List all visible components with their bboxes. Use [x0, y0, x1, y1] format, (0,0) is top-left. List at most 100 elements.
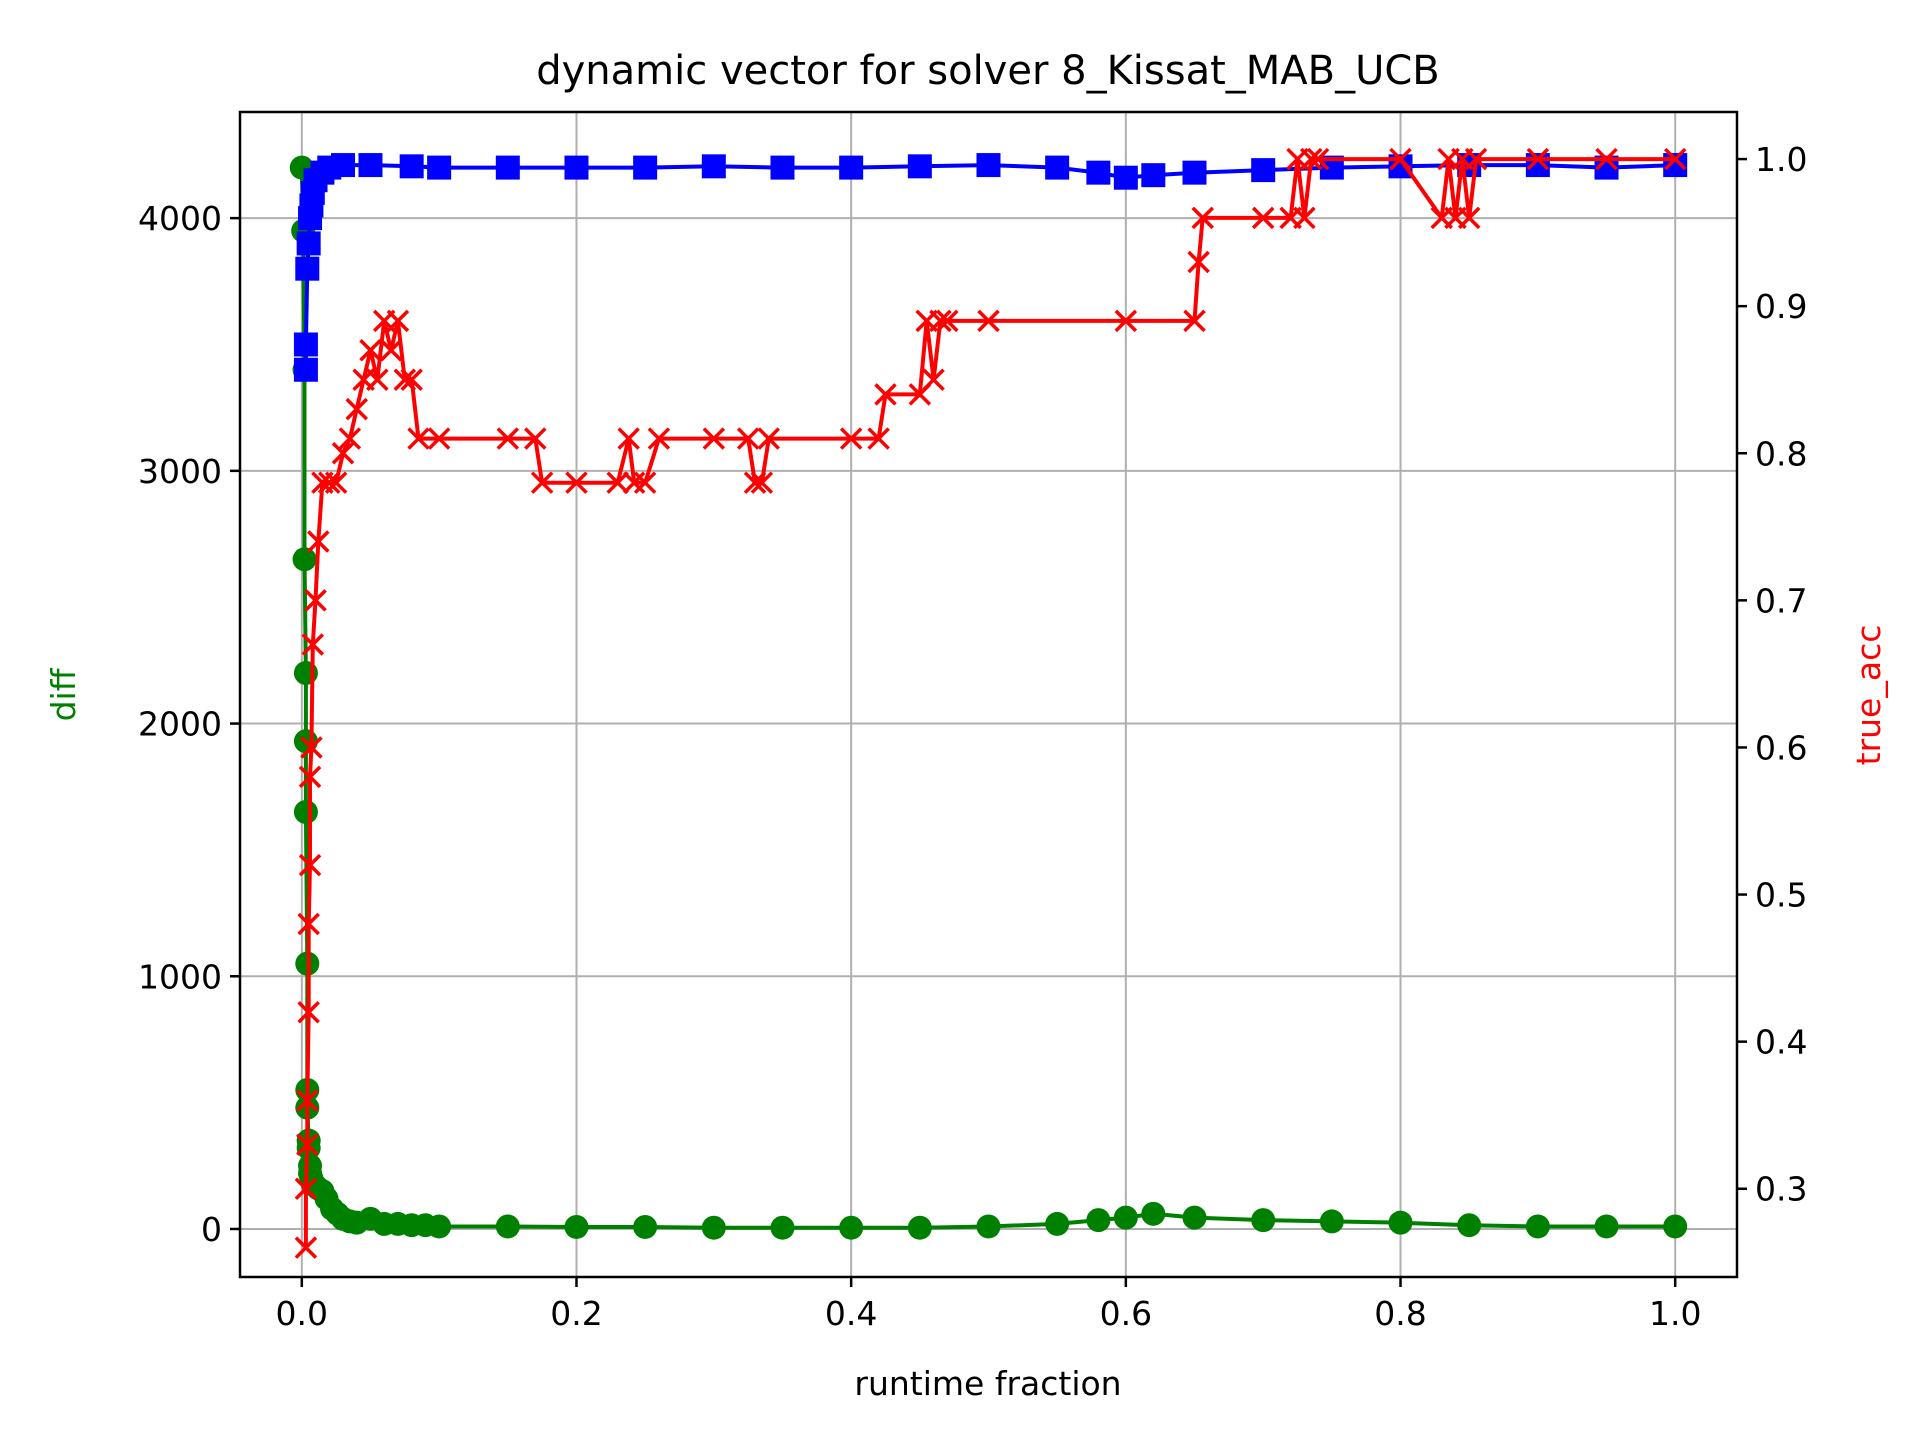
acc-point [338, 427, 362, 450]
acc-point [922, 368, 945, 391]
y-right-tick-label: 0.9 [1755, 287, 1807, 326]
diff-point [1388, 1210, 1413, 1235]
acc-point [427, 427, 451, 450]
blue-point [399, 154, 424, 179]
y-right-tick-label: 0.3 [1755, 1170, 1807, 1209]
y-tick-label: 1000 [138, 957, 222, 996]
y-tick-label: 4000 [138, 199, 222, 238]
acc-point [294, 1177, 318, 1200]
diff-point [1525, 1214, 1550, 1239]
diff-point [292, 547, 317, 572]
x-axis-label: runtime fraction [854, 1364, 1121, 1403]
chart-title: dynamic vector for solver 8_Kissat_MAB_U… [536, 48, 1440, 94]
plot-frame [238, 110, 1739, 1279]
y-axis-ticks-left: 0 1000 2000 3000 4000 [138, 199, 240, 1249]
acc-point [324, 471, 348, 494]
y-axis-ticks-right: 0.3 0.4 0.5 0.6 0.7 0.8 0.9 1.0 [1737, 140, 1807, 1209]
acc-point [297, 1000, 320, 1024]
acc-point [1464, 147, 1488, 171]
acc-point [530, 471, 554, 494]
blue-point [495, 155, 520, 180]
acc-point [1183, 309, 1206, 333]
blue-point [839, 155, 864, 180]
acc-point [936, 309, 959, 333]
blue-point [701, 154, 726, 179]
acc-point [294, 1236, 318, 1259]
y-tick-label: 3000 [138, 452, 222, 491]
acc-point [1187, 250, 1210, 274]
diff-point [1113, 1205, 1138, 1230]
acc-point [633, 471, 657, 494]
acc-point [359, 339, 382, 362]
acc-point [867, 427, 890, 450]
diff-point [1086, 1208, 1111, 1233]
diff-point [839, 1215, 864, 1240]
diff-point [1663, 1214, 1688, 1239]
blue-point [427, 155, 452, 180]
y-right-tick-label: 1.0 [1755, 140, 1807, 179]
acc-point [379, 339, 403, 362]
acc-point [304, 589, 327, 612]
blue-point [633, 155, 658, 180]
acc-point [647, 427, 671, 450]
diff-point [1045, 1211, 1070, 1236]
diff-point [701, 1215, 726, 1240]
diff-point [1457, 1213, 1482, 1238]
acc-point [1306, 147, 1330, 171]
grid [240, 112, 1737, 1277]
acc-point [524, 427, 547, 450]
diff-point [564, 1214, 589, 1239]
acc-point [839, 427, 863, 450]
blue-point [1113, 165, 1138, 190]
diff-point [1319, 1209, 1344, 1234]
y-right-tick-label: 0.5 [1755, 876, 1807, 915]
blue-point [293, 332, 318, 357]
blue-point [358, 153, 383, 178]
acc-point [1526, 147, 1550, 171]
acc-point [1389, 147, 1412, 171]
blue-point [1045, 155, 1070, 180]
x-tick-label: 0.0 [276, 1294, 328, 1333]
x-tick-label: 0.4 [825, 1294, 877, 1333]
acc-point [617, 427, 640, 450]
y-tick-label: 0 [201, 1210, 222, 1249]
blue-point [295, 256, 320, 281]
acc-point [750, 471, 774, 494]
acc-point [1293, 206, 1316, 230]
acc-point [743, 471, 767, 494]
x-axis-ticks: 0.0 0.2 0.4 0.6 0.8 1.0 [276, 1277, 1701, 1333]
acc-point [407, 427, 430, 450]
acc-point [298, 765, 322, 789]
acc-point [1191, 206, 1214, 230]
blue-point [293, 357, 318, 382]
diff-point [1182, 1205, 1207, 1230]
acc-point [301, 633, 325, 656]
blue-point [907, 154, 932, 179]
acc-point [757, 427, 780, 450]
diff-point [633, 1214, 658, 1239]
blue-point [976, 153, 1001, 178]
acc-point [1663, 147, 1687, 171]
y-right-tick-label: 0.6 [1755, 728, 1807, 767]
diff-point [293, 800, 318, 825]
acc-point [345, 397, 368, 421]
acc-point [1114, 309, 1138, 333]
acc-point [298, 853, 322, 877]
acc-point [1457, 206, 1481, 230]
acc-point [977, 309, 1000, 333]
blue-point [331, 153, 356, 178]
acc-point [400, 368, 423, 391]
y-right-tick-label: 0.7 [1755, 581, 1807, 620]
diff-point [1251, 1208, 1276, 1233]
y-right-tick-label: 0.8 [1755, 434, 1807, 473]
acc-point [296, 1133, 319, 1156]
acc-point [1300, 147, 1323, 171]
diff-point [427, 1214, 452, 1239]
y-tick-label: 2000 [138, 705, 222, 744]
acc-point [331, 442, 355, 465]
acc-point [1251, 206, 1275, 230]
blue-point [1251, 158, 1276, 183]
acc-point [296, 1089, 319, 1112]
